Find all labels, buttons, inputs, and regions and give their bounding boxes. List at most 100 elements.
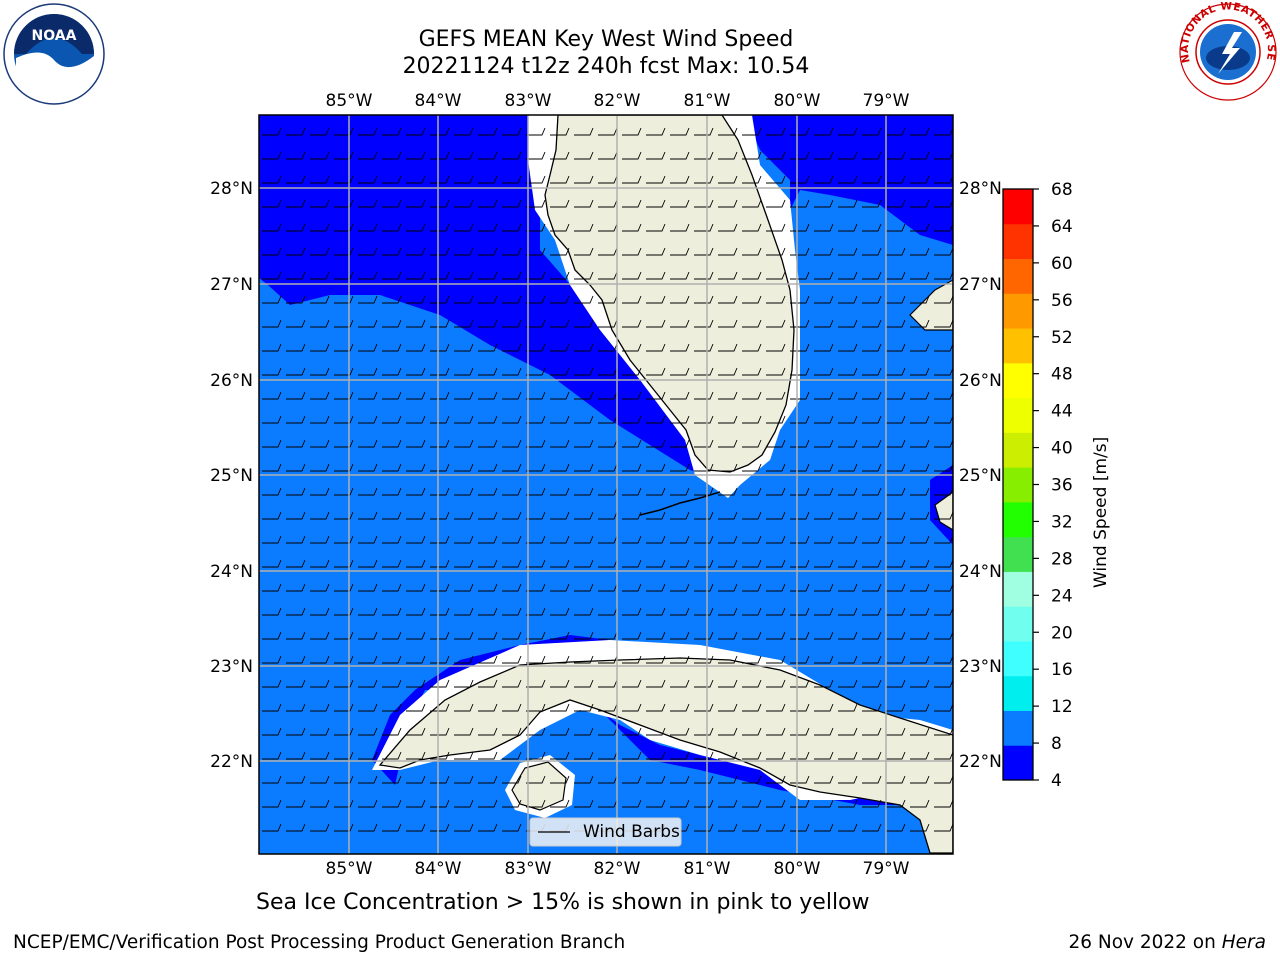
- wind-barb-704: [454, 703, 474, 712]
- colorbar-ticklabel-3: 16: [1051, 660, 1073, 680]
- wind-barb-473: [478, 511, 498, 520]
- wind-barb-591: [526, 607, 546, 616]
- wind-barb-301: [526, 367, 546, 376]
- wind-barb-513: [742, 535, 762, 544]
- noaa-logo-text: NOAA: [32, 28, 77, 44]
- wind-barb-205: [310, 295, 330, 304]
- wind-barb-411: [382, 463, 402, 472]
- wind-barb-258: [886, 319, 906, 328]
- wind-barb-230: [910, 295, 930, 304]
- wind-barb-298: [454, 367, 474, 376]
- wind-barb-658: [742, 655, 762, 664]
- wind-barb-246: [598, 319, 618, 328]
- wind-barb-317: [910, 367, 930, 376]
- wind-barb-536: [598, 559, 618, 568]
- wind-barb-322: [334, 391, 354, 400]
- wind-barb-631: [790, 631, 810, 640]
- wind-barb-2: [310, 127, 330, 136]
- wind-barb-509: [646, 535, 666, 544]
- wind-barb-228: [862, 295, 882, 304]
- wind-barb-127: [526, 223, 546, 232]
- wind-barb-728: [334, 727, 354, 736]
- wind-barb-291: [286, 367, 306, 376]
- wind-barb-237: [382, 319, 402, 328]
- wind-barb-500: [430, 535, 450, 544]
- wind-barb-462: [910, 487, 930, 496]
- wind-barb-499: [406, 535, 426, 544]
- wind-barb-837: [862, 799, 882, 808]
- wind-barb-86: [934, 175, 953, 184]
- wind-barb-184: [502, 271, 522, 280]
- barb-legend[interactable]: Wind Barbs: [529, 817, 682, 847]
- wind-barb-759: [382, 751, 402, 760]
- colorbar-ticklabel-9: 40: [1051, 439, 1073, 459]
- wind-barb-276: [622, 343, 642, 352]
- wind-barb-741: [646, 727, 666, 736]
- wind-barb-435: [262, 487, 282, 496]
- wind-barb-703: [430, 703, 450, 712]
- wind-barb-326: [430, 391, 450, 400]
- wind-barb-800: [670, 775, 690, 784]
- wind-barb-134: [694, 223, 714, 232]
- wind-barb-580: [262, 607, 282, 616]
- wind-barb-625: [646, 631, 666, 640]
- wind-barb-245: [574, 319, 594, 328]
- wind-barb-667: [262, 679, 282, 688]
- wind-barb-431: [862, 463, 882, 472]
- wind-barb-838: [886, 799, 906, 808]
- wind-barb-627: [694, 631, 714, 640]
- colorbar-segment-13: [1003, 293, 1033, 329]
- lon-label-top-0: 85°W: [326, 91, 373, 111]
- wind-barb-279: [694, 343, 714, 352]
- wind-barb-199: [862, 271, 882, 280]
- wind-barb-743: [694, 727, 714, 736]
- colorbar-ticklabel-13: 56: [1051, 291, 1073, 311]
- wind-barb-288: [910, 343, 930, 352]
- wind-barb-747: [790, 727, 810, 736]
- wind-barb-606: [886, 607, 906, 616]
- colorbar-label: Wind Speed [m/s]: [1091, 437, 1111, 588]
- wind-barb-480: [646, 511, 666, 520]
- wind-barb-138: [790, 223, 810, 232]
- wind-barb-436: [286, 487, 306, 496]
- wind-barb-510: [670, 535, 690, 544]
- wind-barb-547: [862, 559, 882, 568]
- wind-barb-712: [646, 703, 666, 712]
- wind-barb-665: [910, 655, 930, 664]
- wind-barb-20: [742, 127, 762, 136]
- wind-barb-529: [430, 559, 450, 568]
- wind-barb-543: [766, 559, 786, 568]
- wind-barb-851: [502, 823, 522, 832]
- wind-barb-125: [478, 223, 498, 232]
- wind-barb-447: [550, 487, 570, 496]
- wind-barb-347: [934, 391, 953, 400]
- wind-barb-770: [646, 751, 666, 760]
- wind-barb-191: [670, 271, 690, 280]
- wind-barb-310: [742, 367, 762, 376]
- wind-barb-868: [910, 823, 930, 832]
- lat-label-left-0: 28°N: [210, 179, 253, 199]
- wind-barb-669: [310, 679, 330, 688]
- wind-barb-390: [574, 439, 594, 448]
- wind-barb-350: [310, 415, 330, 424]
- wind-barb-178: [358, 271, 378, 280]
- wind-barb-432: [886, 463, 906, 472]
- wind-barb-143: [910, 223, 930, 232]
- wind-barb-141: [862, 223, 882, 232]
- wind-barb-701: [382, 703, 402, 712]
- wind-barb-600: [742, 607, 762, 616]
- colorbar-segment-0: [1003, 745, 1033, 781]
- wind-barb-481: [670, 511, 690, 520]
- wind-barb-95: [454, 199, 474, 208]
- wind-barb-545: [814, 559, 834, 568]
- latitude-labels-right: 28°N 27°N 26°N 25°N 24°N 23°N 22°N: [959, 179, 1002, 772]
- wind-barb-808: [862, 775, 882, 784]
- wind-barb-52: [814, 151, 834, 160]
- wind-barb-514: [766, 535, 786, 544]
- wind-barb-416: [502, 463, 522, 472]
- wind-barb-430: [838, 463, 858, 472]
- wind-barb-711: [622, 703, 642, 712]
- wind-barb-654: [646, 655, 666, 664]
- wind-barb-659: [766, 655, 786, 664]
- wind-barb-785: [310, 775, 330, 784]
